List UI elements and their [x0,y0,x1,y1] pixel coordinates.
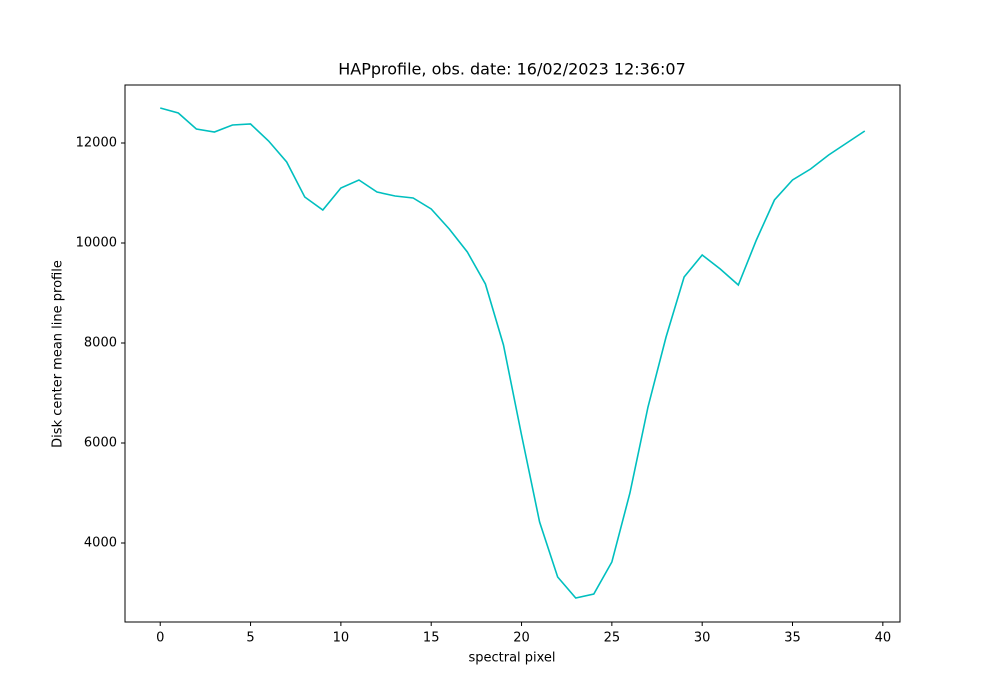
x-tick-label: 20 [513,631,530,646]
x-tick-label: 30 [694,631,711,646]
x-tick-label: 15 [423,631,440,646]
x-tick-label: 5 [246,631,254,646]
y-tick-label: 6000 [84,436,117,451]
chart-title: HAPprofile, obs. date: 16/02/2023 12:36:… [338,60,686,79]
x-axis-label: spectral pixel [468,651,555,666]
x-tick-label: 0 [156,631,164,646]
x-tick-label: 25 [604,631,621,646]
plot-frame [124,84,901,623]
y-tick-label: 12000 [76,136,117,151]
y-axis-label: Disk center mean line profile [51,260,66,448]
y-tick-label: 8000 [84,336,117,351]
x-tick-label: 35 [784,631,801,646]
x-tick-label: 40 [875,631,892,646]
y-tick-label: 4000 [84,536,117,551]
y-tick-label: 10000 [76,236,117,251]
x-tick-label: 10 [333,631,350,646]
line-series [160,107,866,599]
